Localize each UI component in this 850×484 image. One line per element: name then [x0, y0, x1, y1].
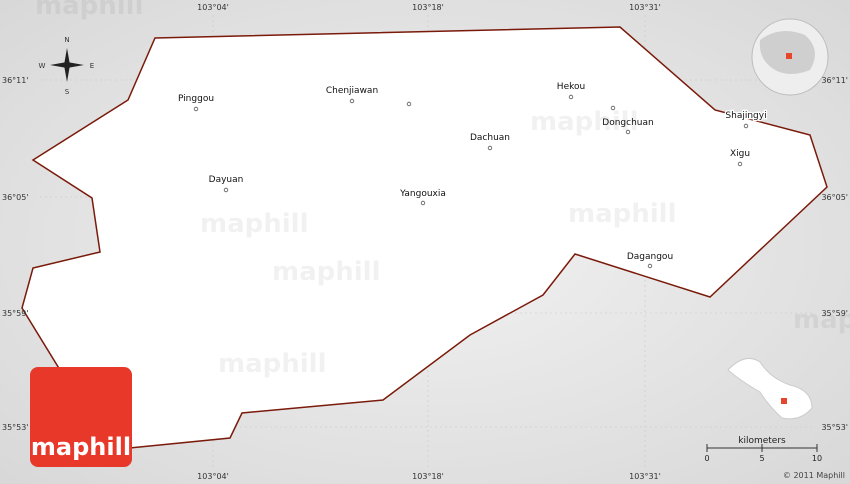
place-label: Pinggou — [178, 94, 214, 104]
coord-label: 36°11' — [2, 76, 29, 85]
coord-label: 36°05' — [2, 193, 29, 202]
logo-box — [30, 367, 132, 467]
region — [21, 26, 828, 453]
copyright: © 2011 Maphill — [783, 471, 845, 480]
watermark: maphill — [200, 209, 309, 239]
coord-label: 36°05' — [821, 193, 848, 202]
scale-bar — [706, 444, 818, 452]
logo-text: maphill — [31, 433, 131, 461]
coord-label: 103°18' — [412, 3, 444, 12]
place-dot — [625, 129, 631, 135]
compass-s: S — [65, 88, 70, 96]
place-label: Chenjiawan — [326, 86, 378, 96]
compass-n: N — [64, 36, 69, 44]
scale-tick: 0 — [704, 454, 709, 463]
place-label: Yangouxia — [399, 189, 446, 199]
place-dot — [420, 200, 426, 206]
place-dot — [568, 94, 574, 100]
inset — [727, 357, 813, 420]
compass-w: W — [39, 62, 46, 70]
watermark: maphill — [35, 0, 144, 21]
place-dot — [406, 101, 412, 107]
coord-label: 35°53' — [2, 423, 29, 432]
place-label: Hekou — [557, 82, 585, 92]
place-dot — [193, 106, 199, 112]
coord-label: 103°04' — [197, 3, 229, 12]
coord-label: 103°31' — [629, 3, 661, 12]
watermark: maphill — [793, 305, 850, 335]
scale-title: kilometers — [738, 436, 786, 446]
place-label: Shajingyi — [725, 111, 766, 121]
place-dot — [737, 161, 743, 167]
place-dot — [487, 145, 493, 151]
place-dot — [647, 263, 653, 269]
coord-label: 35°59' — [821, 309, 848, 318]
place-dot — [610, 105, 616, 111]
coord-label: 35°53' — [821, 423, 848, 432]
place-label: Dongchuan — [602, 118, 653, 128]
compass — [50, 48, 84, 82]
place-label: Dagangou — [627, 252, 673, 262]
place-dot — [743, 123, 749, 129]
compass-e: E — [90, 62, 94, 70]
coord-label: 103°18' — [412, 472, 444, 481]
scale-tick: 5 — [759, 454, 764, 463]
watermark: maphill — [272, 257, 381, 287]
watermark: maphill — [530, 107, 639, 137]
coord-label: 36°11' — [821, 76, 848, 85]
watermark: maphill — [568, 199, 677, 229]
coord-label: 35°59' — [2, 309, 29, 318]
place-label: Dayuan — [209, 175, 244, 185]
watermark: maphill — [218, 349, 327, 379]
globe — [751, 18, 829, 96]
place-dot — [349, 98, 355, 104]
place-label: Dachuan — [470, 133, 510, 143]
place-dot — [223, 187, 229, 193]
coord-label: 103°04' — [197, 472, 229, 481]
scale-tick: 10 — [812, 454, 822, 463]
coord-label: 103°31' — [629, 472, 661, 481]
place-label: Xigu — [730, 149, 750, 159]
